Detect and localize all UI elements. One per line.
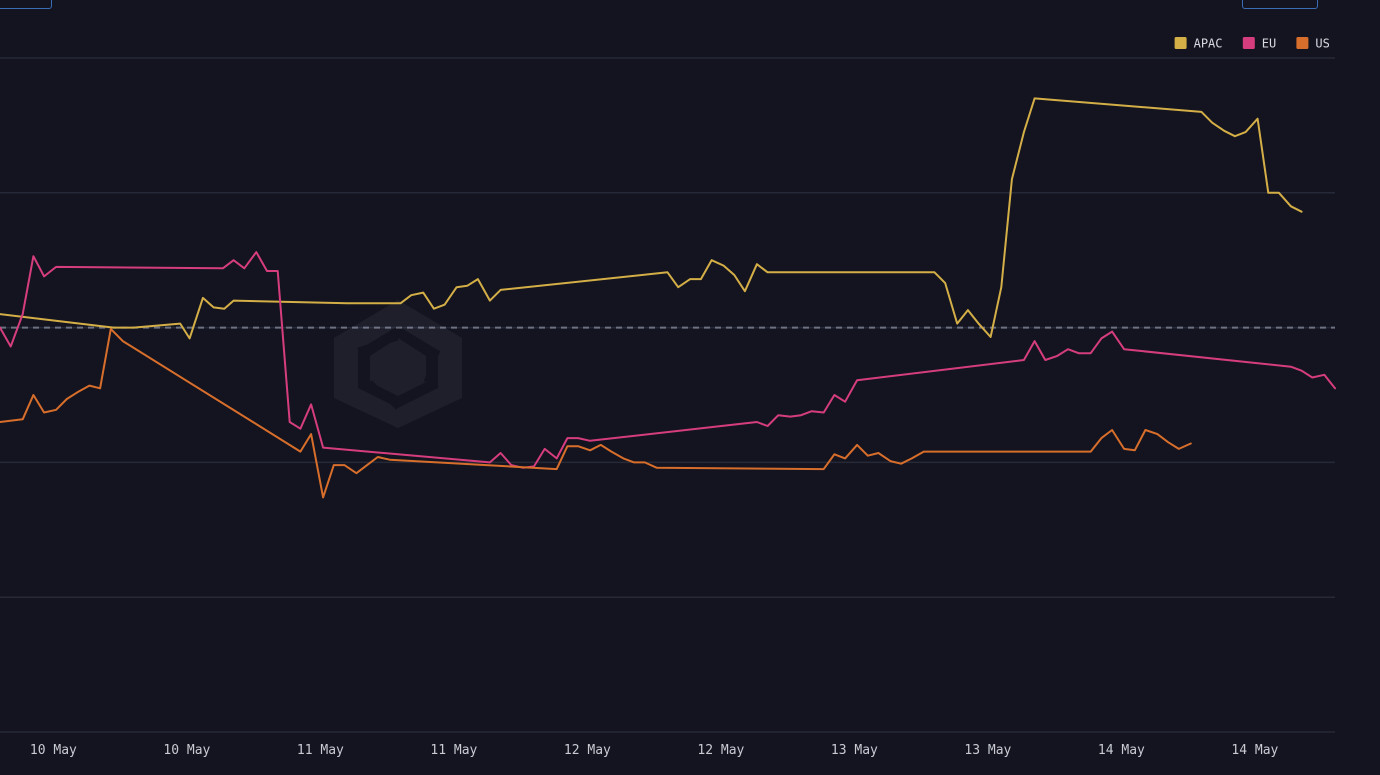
x-axis: 10 May 10 May 11 May 11 May 12 May 12 May 13 M… bbox=[30, 743, 1279, 758]
series-line-us bbox=[0, 327, 1192, 499]
legend-item-apac[interactable]: APAC bbox=[1174, 37, 1223, 51]
series-layer bbox=[0, 97, 1336, 499]
x-tick-label: 11 May bbox=[430, 743, 477, 758]
legend-label: APAC bbox=[1194, 37, 1223, 51]
x-tick-label: 10 May bbox=[163, 743, 210, 758]
series-line-eu bbox=[0, 251, 1336, 469]
x-tick-label: 12 May bbox=[564, 743, 611, 758]
series-line-apac bbox=[0, 97, 1303, 340]
legend-swatch bbox=[1242, 37, 1255, 49]
top-right-button[interactable] bbox=[1242, 0, 1318, 9]
legend-swatch bbox=[1174, 37, 1187, 49]
x-tick-label: 13 May bbox=[831, 743, 878, 758]
x-tick-label: 12 May bbox=[697, 743, 744, 758]
x-tick-label: 13 May bbox=[964, 743, 1011, 758]
legend-label: EU bbox=[1262, 37, 1276, 51]
legend-item-eu[interactable]: EU bbox=[1242, 37, 1276, 51]
legend-item-us[interactable]: US bbox=[1296, 37, 1330, 51]
watermark-logo-icon bbox=[334, 300, 462, 428]
grid-layer bbox=[0, 57, 1335, 733]
x-tick-label: 11 May bbox=[297, 743, 344, 758]
x-tick-label: 14 May bbox=[1098, 743, 1145, 758]
x-tick-label: 14 May bbox=[1231, 743, 1278, 758]
top-left-button[interactable] bbox=[0, 0, 52, 9]
x-tick-label: 10 May bbox=[30, 743, 77, 758]
legend-label: US bbox=[1315, 37, 1329, 51]
legend: APAC EU US bbox=[1174, 37, 1330, 51]
legend-swatch bbox=[1296, 37, 1309, 49]
